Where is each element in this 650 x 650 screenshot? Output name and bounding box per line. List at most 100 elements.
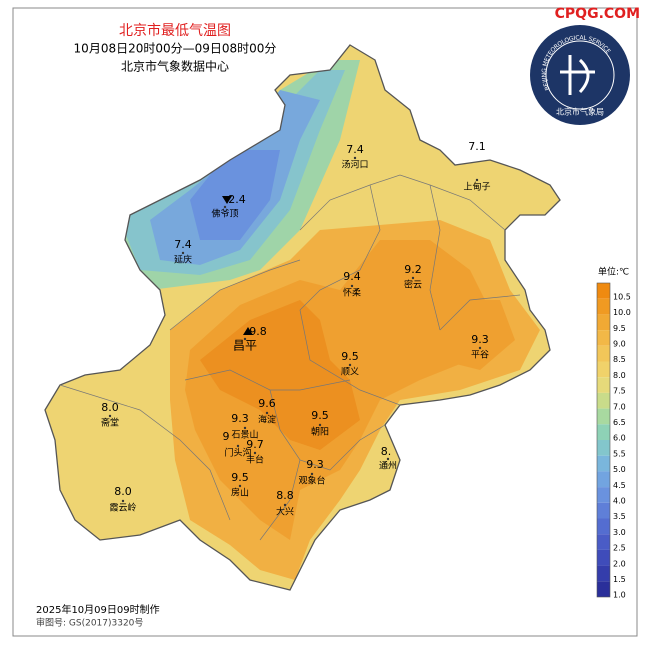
station-value: 9.5 [231, 471, 249, 484]
legend-label: 6.0 [613, 434, 626, 443]
station-value: 8.0 [101, 401, 119, 414]
station-dot [411, 276, 415, 280]
station-name: 丰台 [246, 454, 264, 466]
station-name: 顺义 [341, 367, 359, 378]
legend-swatch [597, 565, 610, 582]
legend-label: 4.0 [613, 496, 626, 505]
legend-label: 9.5 [613, 324, 626, 333]
legend-label: 3.0 [613, 528, 626, 537]
station-name: 延庆 [174, 254, 192, 266]
station-value: 9.7 [246, 438, 264, 451]
station-name: 斋堂 [101, 417, 119, 429]
watermark: CPQG.COM [555, 6, 640, 22]
station-dot [243, 337, 247, 341]
legend-label: 8.0 [613, 371, 626, 380]
station-name: 昌平 [233, 339, 257, 353]
legend-label: 6.5 [613, 418, 626, 427]
station-name: 门头沟 [224, 447, 251, 459]
station-dot [318, 423, 322, 427]
station-dot [353, 156, 357, 160]
legend-swatch [597, 283, 610, 299]
station-name: 平谷 [471, 350, 489, 361]
legend-swatch [597, 487, 610, 503]
station-dot [238, 484, 242, 488]
logo-symbol [560, 55, 595, 95]
legend-label: 5.0 [613, 465, 626, 474]
legend-swatch [597, 518, 610, 535]
legend-swatch [597, 330, 610, 346]
station-name: 通州 [379, 461, 397, 472]
city-boundary [44, 44, 561, 591]
station-value: 9.2 [404, 263, 422, 276]
station-value: 2.4 [228, 193, 246, 206]
legend-label: 2.0 [613, 559, 626, 568]
station-name: 朝阳 [311, 427, 329, 438]
legend-swatch [597, 298, 610, 315]
legend-label: 10.0 [613, 308, 631, 317]
station-dot [283, 503, 287, 507]
legend-label: 1.5 [613, 575, 626, 584]
legend-label: 4.5 [613, 481, 626, 490]
station-value: 9.5 [311, 409, 329, 422]
station-value: 7.4 [346, 143, 364, 156]
station-dot [475, 178, 479, 182]
station-name: 霞云岭 [109, 502, 136, 514]
legend-label: 1.0 [613, 591, 626, 600]
district-boundaries [59, 174, 521, 541]
legend-label: 2.5 [613, 544, 626, 553]
logo-name: 北京市气象局 [556, 107, 604, 117]
max-marker [243, 327, 253, 335]
station-dot [478, 346, 482, 350]
legend-swatch [597, 361, 610, 378]
footer-made: 2025年10月09日09时制作 [36, 603, 160, 616]
station-name: 怀柔 [343, 287, 361, 299]
title: 北京市最低气温图 [119, 22, 231, 39]
source: 北京市气象数据中心 [121, 59, 229, 74]
station-name: 观象台 [298, 475, 325, 487]
legend-border [596, 282, 611, 598]
legend-label: 8.5 [613, 355, 626, 364]
station-value: 7.4 [174, 238, 192, 251]
station-value: 9.8 [249, 325, 267, 338]
station-dot [243, 426, 247, 430]
station-name: 佛爷顶 [211, 208, 238, 220]
station-dot [348, 363, 352, 367]
legend-swatch [597, 581, 610, 597]
legend-swatch [597, 534, 610, 550]
station-dot [181, 251, 185, 255]
legend-swatch [597, 345, 610, 362]
legend-title: 单位:℃ [598, 266, 629, 278]
logo [530, 25, 630, 125]
legend-swatch [597, 314, 610, 331]
station-name: 上甸子 [463, 181, 490, 193]
station-value: 9.6 [258, 397, 276, 410]
station-value: 8.0 [114, 485, 132, 498]
station-value: 9.4 [343, 270, 361, 283]
station-dot [253, 451, 257, 455]
station-name: 大兴 [276, 506, 294, 518]
logo-ring [545, 40, 615, 110]
legend-swatch [597, 549, 610, 566]
station-name: 房山 [231, 487, 249, 499]
station-dot [108, 414, 112, 418]
station-value: 9.3 [306, 458, 324, 471]
legend-label: 3.5 [613, 512, 626, 521]
min-marker [222, 196, 232, 204]
station-dot [386, 457, 390, 461]
station-value: 9.5 [341, 350, 359, 363]
legend-swatch [597, 377, 610, 393]
station-name: 海淀 [258, 414, 276, 426]
station-value: 9 [223, 430, 230, 443]
legend-label: 7.0 [613, 402, 626, 411]
legend-swatch [597, 502, 610, 519]
station-dot [350, 284, 354, 288]
legend-swatch [597, 424, 610, 440]
legend-swatch [597, 455, 610, 472]
station-value: 9.3 [231, 412, 249, 425]
station-dot [310, 472, 314, 476]
station-dot [223, 205, 227, 209]
station-name: 汤河口 [341, 159, 368, 171]
legend-swatch [597, 392, 610, 409]
subtitle: 10月08日20时00分—09日08时00分 [74, 42, 277, 56]
station-name: 石景山 [231, 430, 258, 441]
